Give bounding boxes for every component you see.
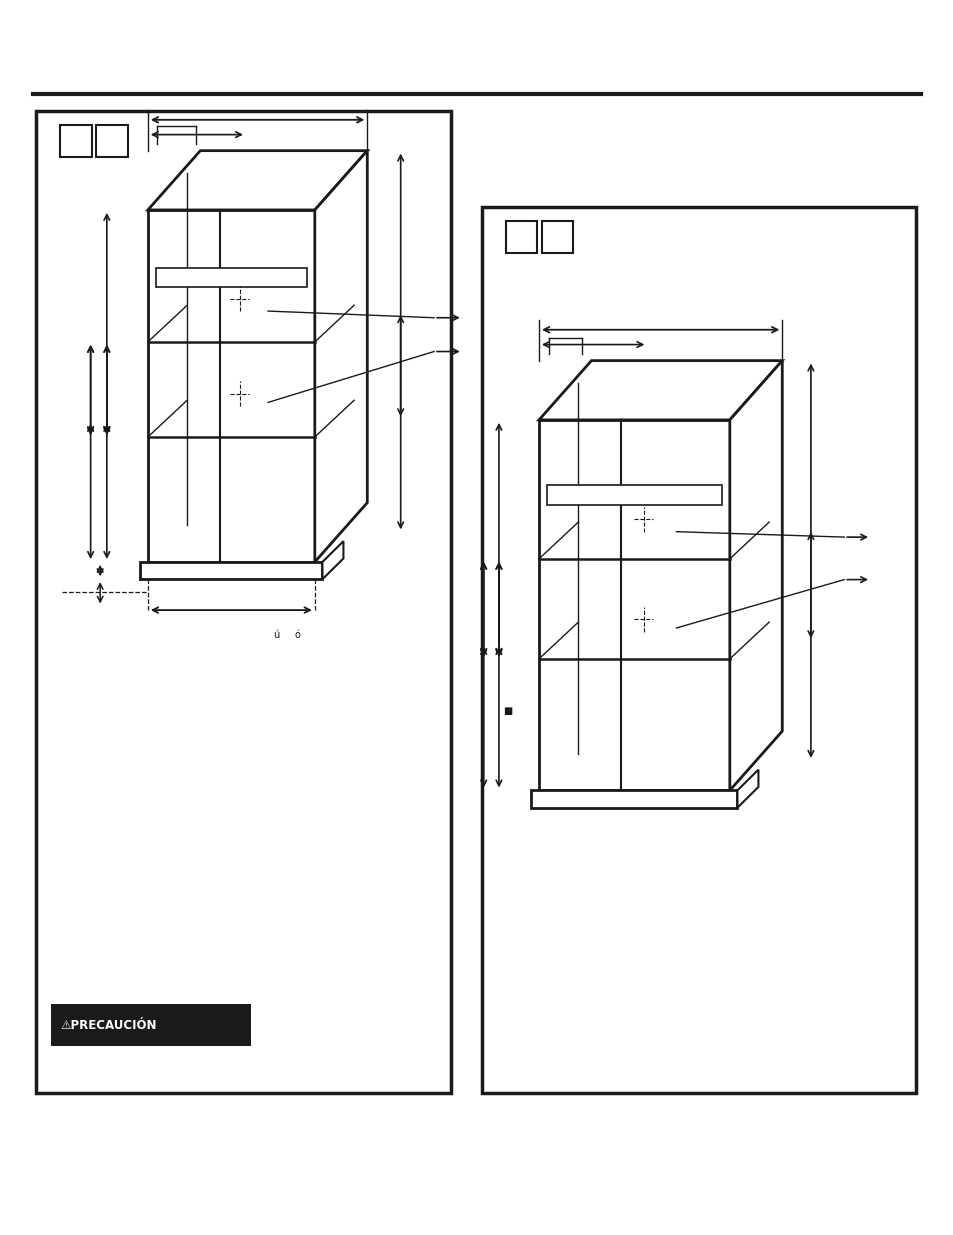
Text: ⚠PRECAUCIÓN: ⚠PRECAUCIÓN [60, 1019, 156, 1031]
Bar [148, 210, 314, 562]
Polygon shape [148, 151, 367, 210]
Text: ó: ó [294, 631, 300, 641]
Bar [481, 207, 915, 1093]
Bar [96, 125, 128, 157]
Bar [51, 1004, 251, 1046]
Polygon shape [538, 361, 781, 420]
Bar [60, 125, 91, 157]
Bar [155, 268, 307, 288]
Bar [36, 111, 451, 1093]
Bar [505, 221, 537, 253]
Bar [531, 790, 737, 808]
Bar [541, 221, 573, 253]
Polygon shape [314, 151, 367, 562]
Polygon shape [322, 541, 343, 579]
Bar [546, 485, 721, 505]
Bar [538, 420, 729, 790]
Polygon shape [737, 769, 758, 808]
Polygon shape [729, 361, 781, 790]
Text: ú: ú [273, 631, 279, 641]
Bar [140, 562, 322, 579]
Text: ■: ■ [502, 706, 512, 716]
